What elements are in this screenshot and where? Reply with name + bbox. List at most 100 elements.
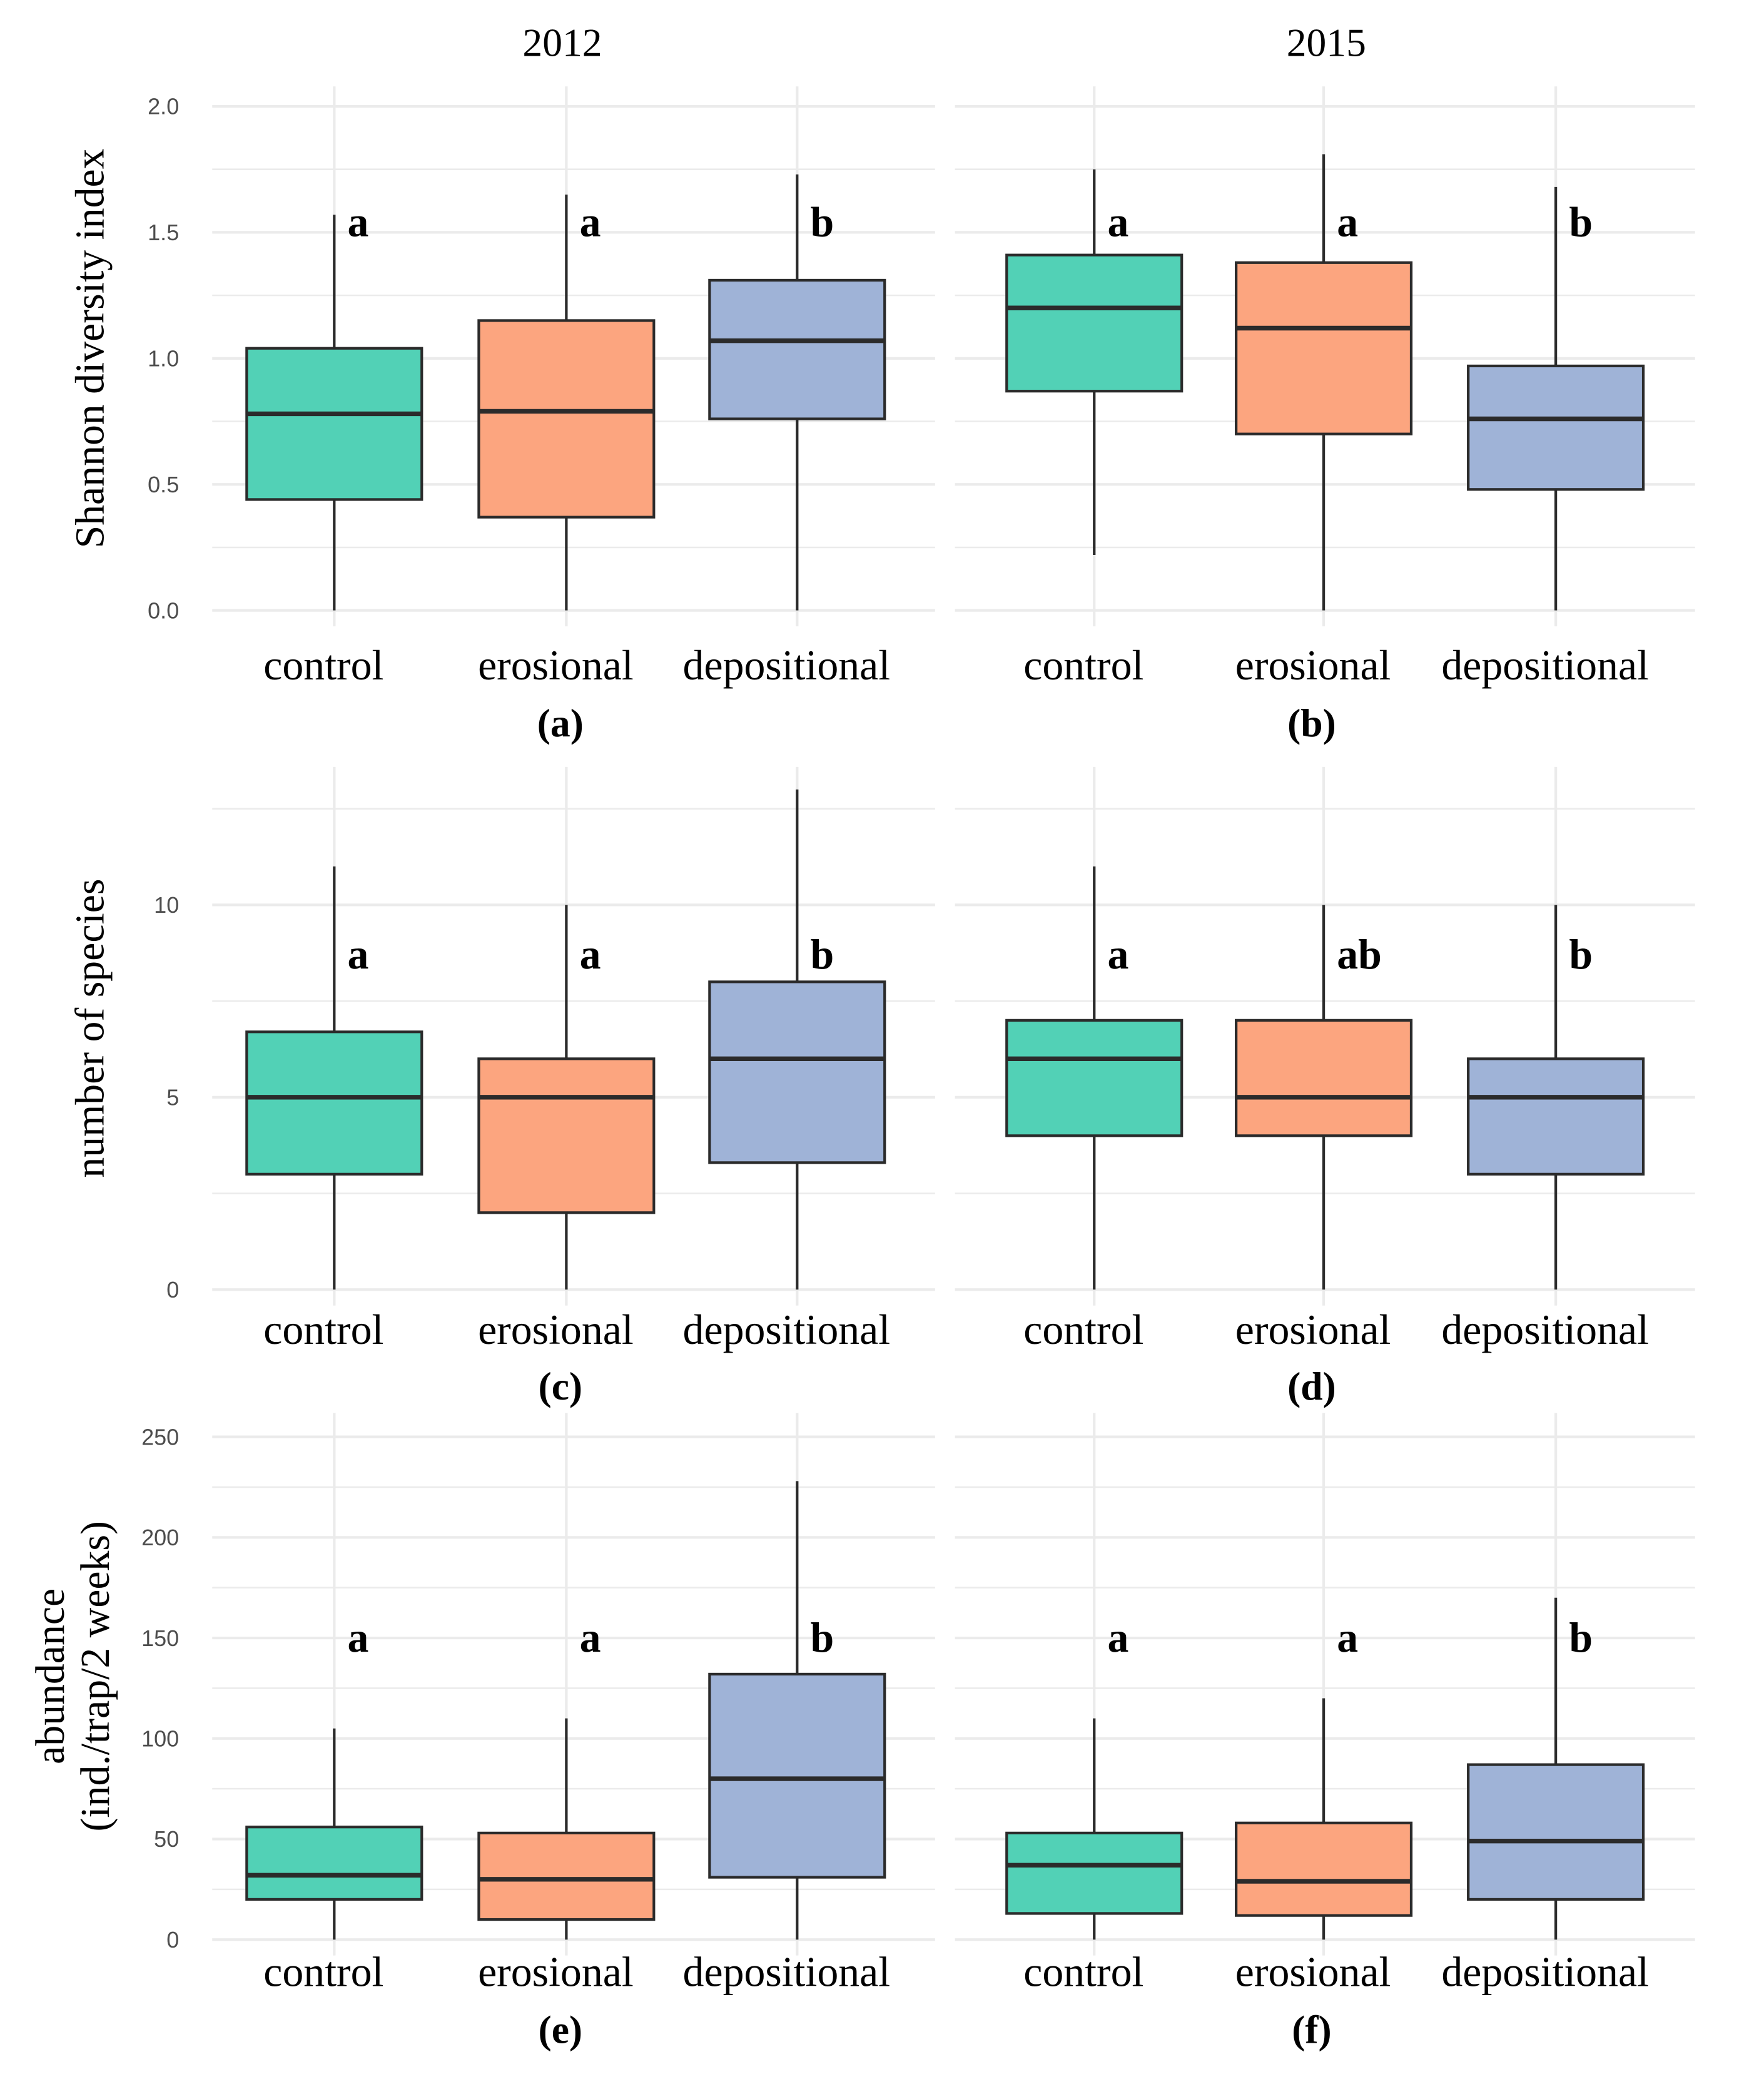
iqr-box (477, 1831, 656, 1921)
box-depositional: b depositional (1441, 1597, 1649, 1995)
y-tick-label: 250 (141, 1424, 179, 1450)
box-erosional: a erosional (1235, 1614, 1413, 1995)
significance-letter: a (1107, 1614, 1128, 1661)
significance-letter: a (1107, 199, 1128, 246)
iqr-box (1467, 364, 1645, 491)
y-tick-label: 200 (141, 1525, 179, 1550)
y-tick-label: 1.0 (148, 346, 179, 372)
x-tick-label: depositional (1441, 1306, 1649, 1353)
significance-letter: a (580, 199, 601, 246)
iqr-box (1005, 1831, 1184, 1915)
significance-letter: a (1337, 199, 1358, 246)
significance-letter: a (348, 1614, 369, 1661)
iqr-box (477, 319, 656, 519)
significance-letter: b (811, 931, 834, 978)
significance-letter: b (811, 199, 834, 246)
iqr-box (1467, 1763, 1645, 1901)
x-tick-label: control (263, 642, 383, 689)
significance-letter: ab (1337, 931, 1382, 978)
x-tick-label: erosional (478, 642, 634, 689)
significance-letter: a (1337, 1614, 1358, 1661)
iqr-box (1235, 1019, 1413, 1137)
box-erosional: a erosional (477, 1614, 656, 1995)
significance-letter: a (1107, 931, 1128, 978)
significance-letter: a (348, 199, 369, 246)
y-tick-label: 50 (154, 1826, 179, 1852)
y-tick-label: 150 (141, 1625, 179, 1651)
significance-letter: b (811, 1614, 834, 1661)
box-erosional: a erosional (477, 905, 656, 1353)
x-tick-label: depositional (683, 1948, 891, 1995)
box-depositional: b depositional (1441, 905, 1649, 1353)
significance-letter: b (1569, 1614, 1593, 1661)
panel-label: (e) (539, 2008, 583, 2052)
panel-a: 0.0 0.5 1.0 1.5 2.0 Shannon diversity index a c… (67, 86, 935, 745)
box-control: a control (1005, 866, 1184, 1353)
box-depositional: b depositional (683, 789, 891, 1353)
y-tick-label: 0 (166, 1277, 179, 1303)
x-tick-label: depositional (1441, 1948, 1649, 1995)
column-title-2015: 2015 (1287, 20, 1366, 64)
panel-label: (b) (1287, 701, 1336, 745)
y-tick-label: 1.5 (148, 220, 179, 245)
panel-f: a control a erosional b depositional (f) (955, 1413, 1695, 2052)
iqr-box (1235, 261, 1413, 435)
x-tick-label: control (263, 1306, 383, 1353)
x-tick-label: depositional (683, 1306, 891, 1353)
y-tick-label: 0.5 (148, 472, 179, 497)
x-tick-label: erosional (1235, 1306, 1391, 1353)
iqr-box (477, 1057, 656, 1214)
box-control: a control (245, 199, 423, 689)
x-tick-label: erosional (478, 1948, 634, 1995)
y-tick-label: 5 (166, 1085, 179, 1110)
panel-label: (c) (539, 1364, 583, 1408)
box-depositional: b depositional (683, 1481, 891, 1995)
x-tick-label: control (1023, 642, 1143, 689)
box-control: a control (1005, 1614, 1184, 1995)
significance-letter: a (580, 1614, 601, 1661)
y-tick-label: 0 (166, 1927, 179, 1953)
y-tick-label: 2.0 (148, 94, 179, 119)
iqr-box (245, 1030, 423, 1176)
x-tick-label: erosional (1235, 642, 1391, 689)
x-tick-label: control (1023, 1948, 1143, 1995)
box-control: a control (1005, 169, 1184, 689)
significance-letter: b (1569, 931, 1593, 978)
box-erosional: a erosional (477, 194, 656, 689)
x-tick-label: erosional (478, 1306, 634, 1353)
x-tick-label: erosional (1235, 1948, 1391, 1995)
iqr-box (1005, 253, 1184, 393)
box-control: a control (245, 1614, 423, 1995)
panel-e: 0 50 100 150 200 250 abundance (ind./trap/2 wee… (28, 1413, 935, 2052)
iqr-box (245, 1826, 423, 1901)
box-depositional: b depositional (683, 174, 891, 689)
significance-letter: a (348, 931, 369, 978)
y-axis-label: Shannon diversity index (67, 148, 113, 548)
panel-label: (d) (1287, 1364, 1336, 1408)
box-depositional: b depositional (1441, 186, 1649, 689)
box-erosional: ab erosional (1235, 905, 1413, 1353)
iqr-box (1005, 1019, 1184, 1137)
significance-letter: a (580, 931, 601, 978)
significance-letter: b (1569, 199, 1593, 246)
x-tick-label: depositional (683, 642, 891, 689)
y-tick-label: 100 (141, 1726, 179, 1752)
x-tick-label: control (263, 1948, 383, 1995)
y-axis-label-units: (ind./trap/2 weeks) (73, 1521, 118, 1831)
y-tick-label: 10 (154, 892, 179, 918)
iqr-box (708, 980, 886, 1164)
y-axis-label: number of species (67, 879, 113, 1178)
panel-b: a control a erosional b depositional (b) (955, 86, 1695, 745)
panel-c: 0 5 10 number of species a control a erosional b… (67, 766, 935, 1408)
x-tick-label: depositional (1441, 642, 1649, 689)
iqr-box (708, 1672, 886, 1879)
box-erosional: a erosional (1235, 154, 1413, 689)
iqr-box (1467, 1057, 1645, 1176)
panel-d: a control ab erosional b depositional (d) (955, 766, 1695, 1408)
iqr-box (708, 278, 886, 420)
box-control: a control (245, 866, 423, 1353)
y-axis-label: abundance (28, 1588, 73, 1764)
y-tick-label: 0.0 (148, 597, 179, 623)
iqr-box (245, 347, 423, 501)
